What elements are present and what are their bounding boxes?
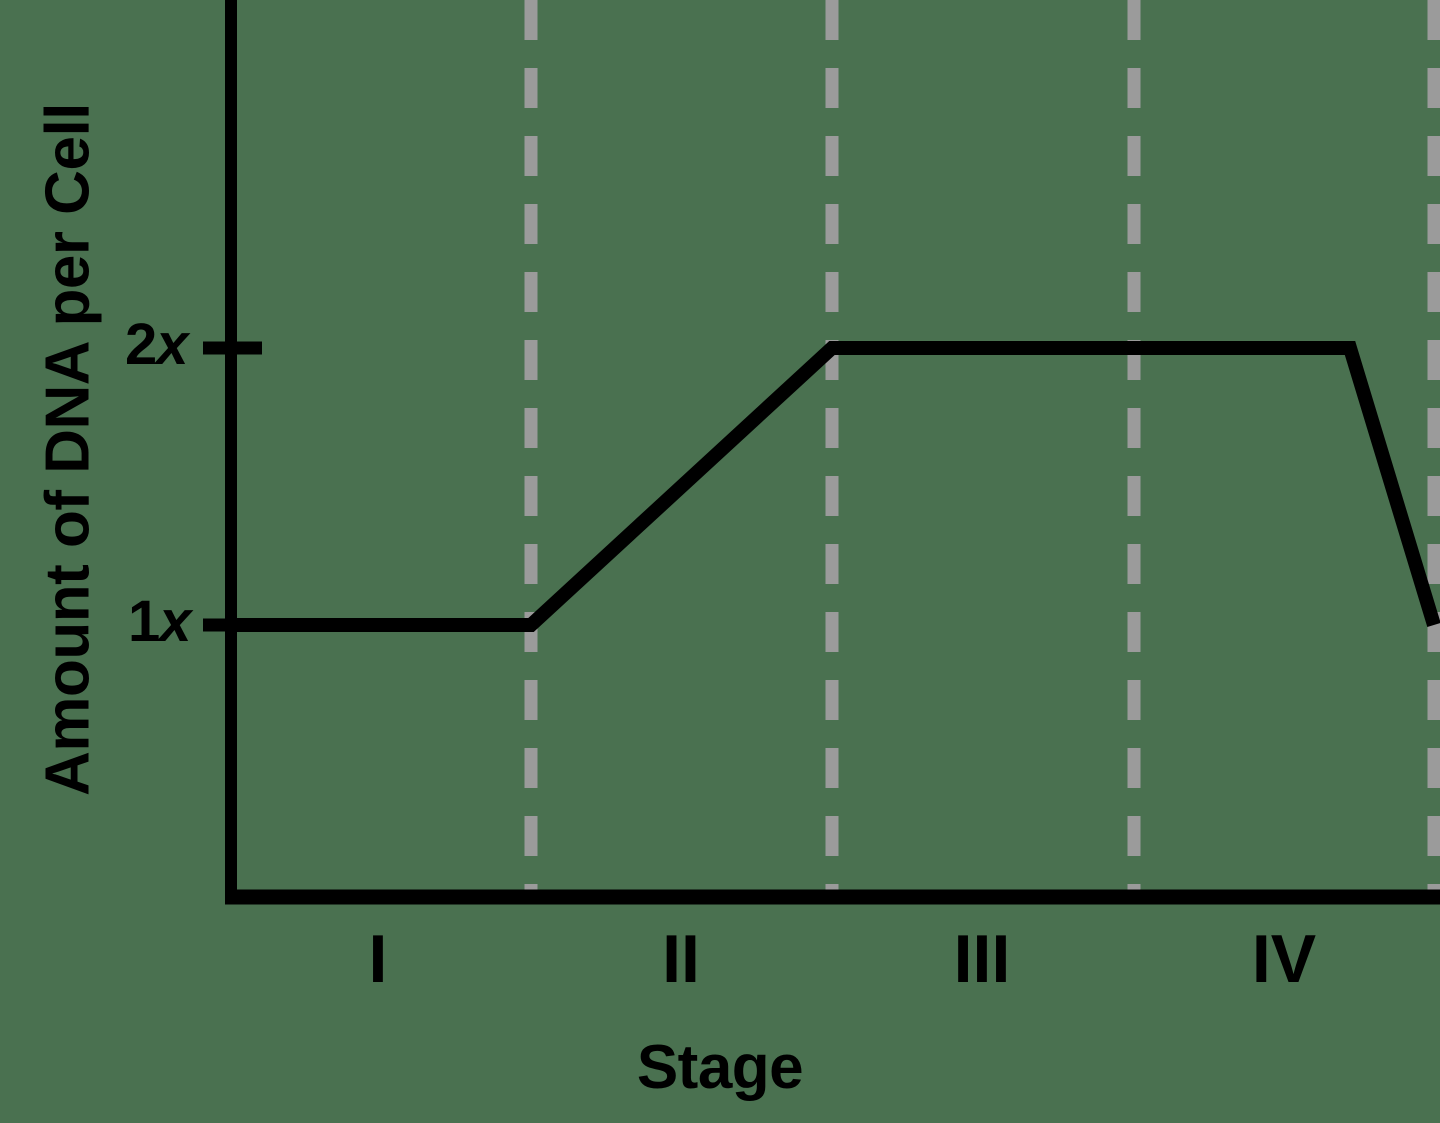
stage-label-4: IV [1251,921,1317,997]
y-tick-label-1x: 1x [128,593,192,651]
dna-amount-series-line [231,341,1440,632]
x-axis-title: Stage [636,1033,804,1102]
y-tick-label-2x: 2x [125,316,189,374]
y-axis-title: Amount of DNA per Cell [33,103,103,796]
y-tick-label-2x-symbol: x [156,312,188,377]
stage-divider-lines [524,0,1440,897]
y-tick-label-1x-prefix: 1 [128,589,160,654]
stage-label-1: I [368,921,388,997]
y-tick-label-2x-prefix: 2 [125,312,157,377]
stage-label-3: III [953,921,1011,997]
y-tick-label-1x-symbol: x [159,589,191,654]
stage-label-2: II [662,921,700,997]
